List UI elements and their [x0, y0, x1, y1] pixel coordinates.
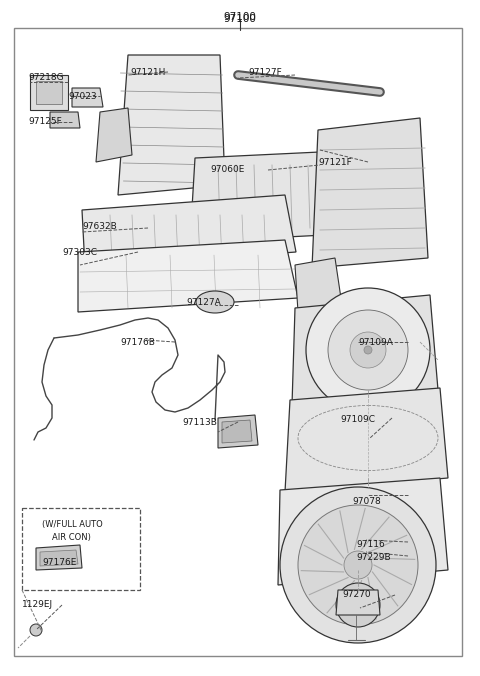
Polygon shape — [366, 485, 402, 508]
Polygon shape — [72, 88, 103, 107]
Bar — [22, 508, 140, 590]
Text: 97113B: 97113B — [182, 418, 217, 427]
Text: 1129EJ: 1129EJ — [22, 600, 53, 609]
Circle shape — [350, 332, 386, 368]
Text: 97109A: 97109A — [358, 338, 393, 347]
Ellipse shape — [196, 291, 234, 313]
Text: AIR CON): AIR CON) — [52, 533, 91, 542]
Text: 97176B: 97176B — [120, 338, 155, 347]
Polygon shape — [96, 108, 132, 162]
Circle shape — [344, 551, 372, 579]
Text: 97078: 97078 — [352, 497, 381, 506]
Text: 97100: 97100 — [224, 14, 256, 24]
Circle shape — [280, 487, 436, 643]
Polygon shape — [218, 415, 258, 448]
Polygon shape — [312, 118, 428, 268]
Text: 97023: 97023 — [68, 92, 96, 101]
Text: 97632B: 97632B — [82, 222, 117, 231]
Text: 97270: 97270 — [342, 590, 371, 599]
Text: 97125F: 97125F — [28, 117, 62, 126]
Text: 97121H: 97121H — [130, 68, 166, 77]
Polygon shape — [82, 195, 296, 268]
Polygon shape — [36, 545, 82, 570]
Polygon shape — [278, 478, 448, 585]
Text: 97127F: 97127F — [248, 68, 282, 77]
Polygon shape — [292, 295, 438, 405]
Circle shape — [328, 310, 408, 390]
Polygon shape — [40, 550, 78, 566]
Circle shape — [336, 583, 380, 627]
Polygon shape — [36, 81, 62, 104]
Text: 97127A: 97127A — [186, 298, 221, 307]
Polygon shape — [78, 240, 298, 312]
Text: 97218G: 97218G — [28, 73, 64, 82]
Polygon shape — [336, 590, 380, 615]
Polygon shape — [118, 55, 225, 195]
Text: (W/FULL AUTO: (W/FULL AUTO — [42, 520, 103, 529]
Polygon shape — [285, 388, 448, 492]
Polygon shape — [222, 420, 252, 443]
Text: 97109C: 97109C — [340, 415, 375, 424]
Polygon shape — [295, 258, 342, 312]
Text: 97121F: 97121F — [318, 158, 352, 167]
Polygon shape — [30, 75, 68, 110]
Text: 97176E: 97176E — [42, 558, 76, 567]
Polygon shape — [190, 152, 325, 242]
Text: 97060E: 97060E — [210, 165, 244, 174]
Text: 97303C: 97303C — [62, 248, 97, 257]
Text: 97116: 97116 — [356, 540, 385, 549]
Circle shape — [306, 288, 430, 412]
Text: 97100: 97100 — [224, 12, 256, 22]
Circle shape — [364, 346, 372, 354]
Text: 97229B: 97229B — [356, 553, 391, 562]
Polygon shape — [363, 528, 402, 552]
Polygon shape — [50, 112, 80, 128]
Circle shape — [298, 505, 418, 625]
Circle shape — [30, 624, 42, 636]
